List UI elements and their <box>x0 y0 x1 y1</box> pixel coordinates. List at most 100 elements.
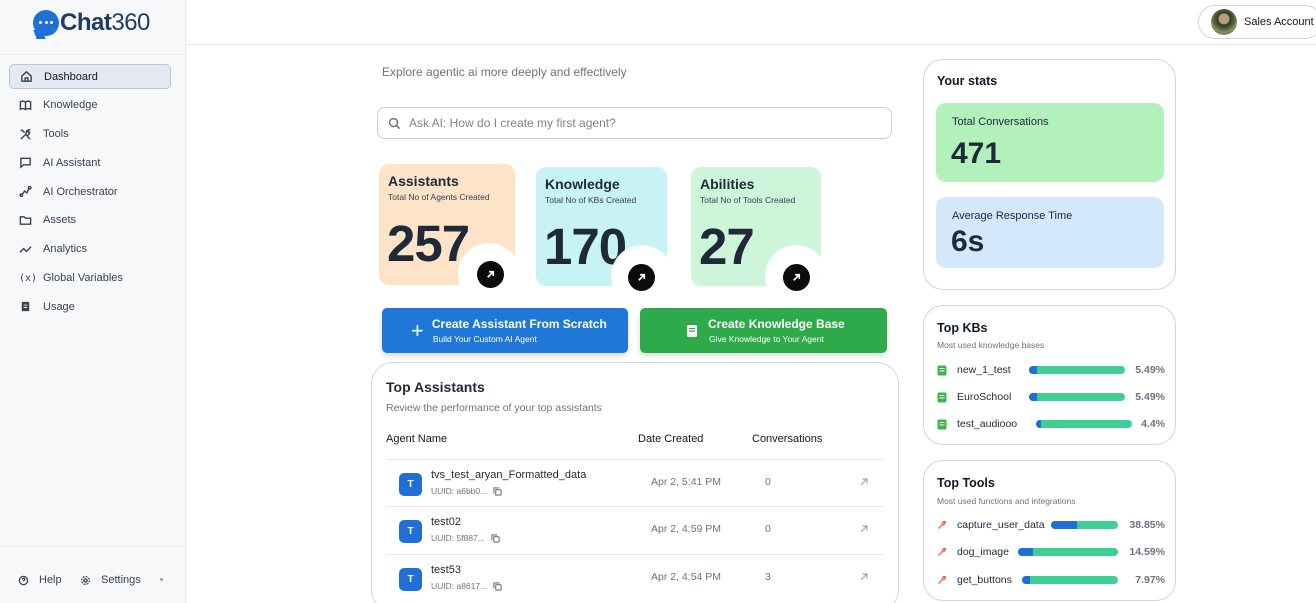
column-header-agent-name: Agent Name <box>386 433 448 445</box>
book-icon <box>937 365 947 376</box>
cta-subtitle: Give Knowledge to Your Agent <box>709 334 824 344</box>
arrow-up-right-icon <box>793 273 801 281</box>
open-agent-link[interactable] <box>859 474 869 492</box>
collapse-handle[interactable] <box>160 578 163 581</box>
open-knowledge-button[interactable] <box>628 264 655 291</box>
tool-row[interactable]: dog_image 14.59% <box>937 544 1165 560</box>
brand-name: Chat360 <box>60 9 150 36</box>
your-stats-panel: Your stats Total Conversations 471 Avera… <box>923 59 1176 290</box>
kb-row[interactable]: test_audiooo 4.4% <box>937 416 1165 432</box>
usage-fill <box>1051 521 1078 529</box>
copy-icon[interactable] <box>493 581 502 591</box>
usage-icon <box>21 302 30 312</box>
wrench-icon <box>937 547 947 558</box>
card-value: 257 <box>387 215 470 272</box>
usage-fill <box>1018 548 1033 556</box>
sidebar-item-ai-orchestrator[interactable]: AI Orchestrator <box>9 179 171 204</box>
open-assistants-button[interactable] <box>477 261 504 288</box>
help-link[interactable]: Help <box>18 574 62 586</box>
card-subtitle: Total No of KBs Created <box>545 195 637 205</box>
avatar <box>1211 9 1237 35</box>
book-icon <box>937 392 947 403</box>
tool-row[interactable]: capture_user_data 38.85% <box>937 517 1165 533</box>
agent-badge: T <box>399 568 422 591</box>
arrow-up-right-icon <box>860 573 868 581</box>
create-knowledge-base-button[interactable]: Create Knowledge Base Give Knowledge to … <box>640 308 887 353</box>
usage-percent: 38.85% <box>1129 519 1165 531</box>
kb-row[interactable]: new_1_test 5.49% <box>937 362 1165 378</box>
cta-title: Create Assistant From Scratch <box>431 317 607 331</box>
kb-name: new_1_test <box>957 364 1011 376</box>
home-icon <box>21 70 32 82</box>
kb-name: test_audiooo <box>957 418 1018 430</box>
top-kbs-panel: Top KBs Most used knowledge bases new_1_… <box>923 305 1176 445</box>
tools-icon <box>20 128 31 140</box>
logo[interactable]: Chat360 <box>33 9 150 37</box>
kb-row[interactable]: EuroSchool 5.49% <box>937 389 1165 405</box>
help-icon <box>18 575 29 585</box>
gear-icon <box>81 575 90 585</box>
usage-fill <box>1029 366 1037 374</box>
arrow-up-right-icon <box>638 273 646 281</box>
page-subtitle: Explore agentic ai more deeply and effec… <box>382 65 627 79</box>
sidebar-item-global-variables[interactable]: (x) Global Variables <box>9 266 171 291</box>
date-created: Apr 2, 5:41 PM <box>651 476 722 488</box>
panel-title: Top Tools <box>937 476 995 490</box>
agent-uuid: UUID: a6bb0... <box>431 486 502 496</box>
uuid-text: UUID: 5f887... <box>431 533 485 543</box>
sidebar-item-knowledge[interactable]: Knowledge <box>9 93 171 118</box>
stat-label: Total Conversations <box>952 116 1049 128</box>
book-icon <box>937 419 947 430</box>
cta-subtitle: Build Your Custom AI Agent <box>432 334 537 344</box>
sidebar-item-ai-assistant[interactable]: AI Assistant <box>9 150 171 175</box>
usage-bar <box>1029 366 1125 374</box>
panel-title: Top KBs <box>937 321 988 335</box>
agent-uuid: UUID: 5f887... <box>431 533 500 543</box>
copy-icon[interactable] <box>491 533 500 543</box>
settings-link[interactable]: Settings <box>80 574 141 586</box>
table-row[interactable]: T tvs_test_aryan_Formatted_data UUID: a6… <box>386 459 883 506</box>
top-assistants-panel: Top Assistants Review the performance of… <box>371 362 899 603</box>
sidebar-item-analytics[interactable]: Analytics <box>9 237 171 262</box>
table-row[interactable]: T test53 UUID: a8617... Apr 2, 4:54 PM 3 <box>386 554 883 601</box>
sidebar: Chat360 Dashboard Knowledge Tools AI Ass… <box>0 0 186 603</box>
search-input[interactable] <box>409 116 849 130</box>
sidebar-item-dashboard[interactable]: Dashboard <box>9 64 171 89</box>
open-agent-link[interactable] <box>859 521 869 539</box>
usage-fill <box>1022 576 1030 584</box>
table-row[interactable]: T test02 UUID: 5f887... Apr 2, 4:59 PM 0 <box>386 506 883 553</box>
ask-ai-search[interactable] <box>377 107 892 139</box>
cta-title: Create Knowledge Base <box>708 317 845 331</box>
sidebar-item-tools[interactable]: Tools <box>9 122 171 147</box>
create-assistant-button[interactable]: + Create Assistant From Scratch Build Yo… <box>382 308 628 353</box>
open-agent-link[interactable] <box>859 569 869 587</box>
topbar: Sales Account <box>186 0 1316 45</box>
usage-percent: 5.49% <box>1135 391 1165 403</box>
sidebar-item-label: Assets <box>43 214 77 227</box>
conversation-count: 3 <box>765 571 771 583</box>
chat-icon <box>20 158 31 170</box>
sidebar-item-usage[interactable]: Usage <box>9 294 171 319</box>
avg-response-time-box: Average Response Time 6s <box>936 197 1164 268</box>
variable-icon: (x) <box>19 272 38 284</box>
book-icon <box>19 100 32 111</box>
column-header-date-created: Date Created <box>638 433 704 445</box>
copy-icon[interactable] <box>493 486 502 496</box>
stat-value: 6s <box>951 225 985 258</box>
account-menu[interactable]: Sales Account <box>1198 5 1316 39</box>
panel-title: Your stats <box>937 74 998 88</box>
sidebar-item-label: AI Orchestrator <box>43 185 118 198</box>
card-subtitle: Total No of Agents Created <box>388 192 490 202</box>
usage-bar <box>1036 420 1132 428</box>
usage-percent: 5.49% <box>1135 364 1165 376</box>
settings-label: Settings <box>101 574 141 586</box>
open-abilities-button[interactable] <box>783 264 810 291</box>
tool-name: get_buttons <box>957 574 1012 586</box>
tool-row[interactable]: get_buttons 7.97% <box>937 572 1165 588</box>
usage-fill <box>1029 393 1037 401</box>
sidebar-item-assets[interactable]: Assets <box>9 208 171 233</box>
card-title: Knowledge <box>545 176 620 192</box>
card-title: Assistants <box>388 173 459 189</box>
card-subtitle: Total No of Tools Created <box>700 195 796 205</box>
folder-icon <box>19 216 32 225</box>
